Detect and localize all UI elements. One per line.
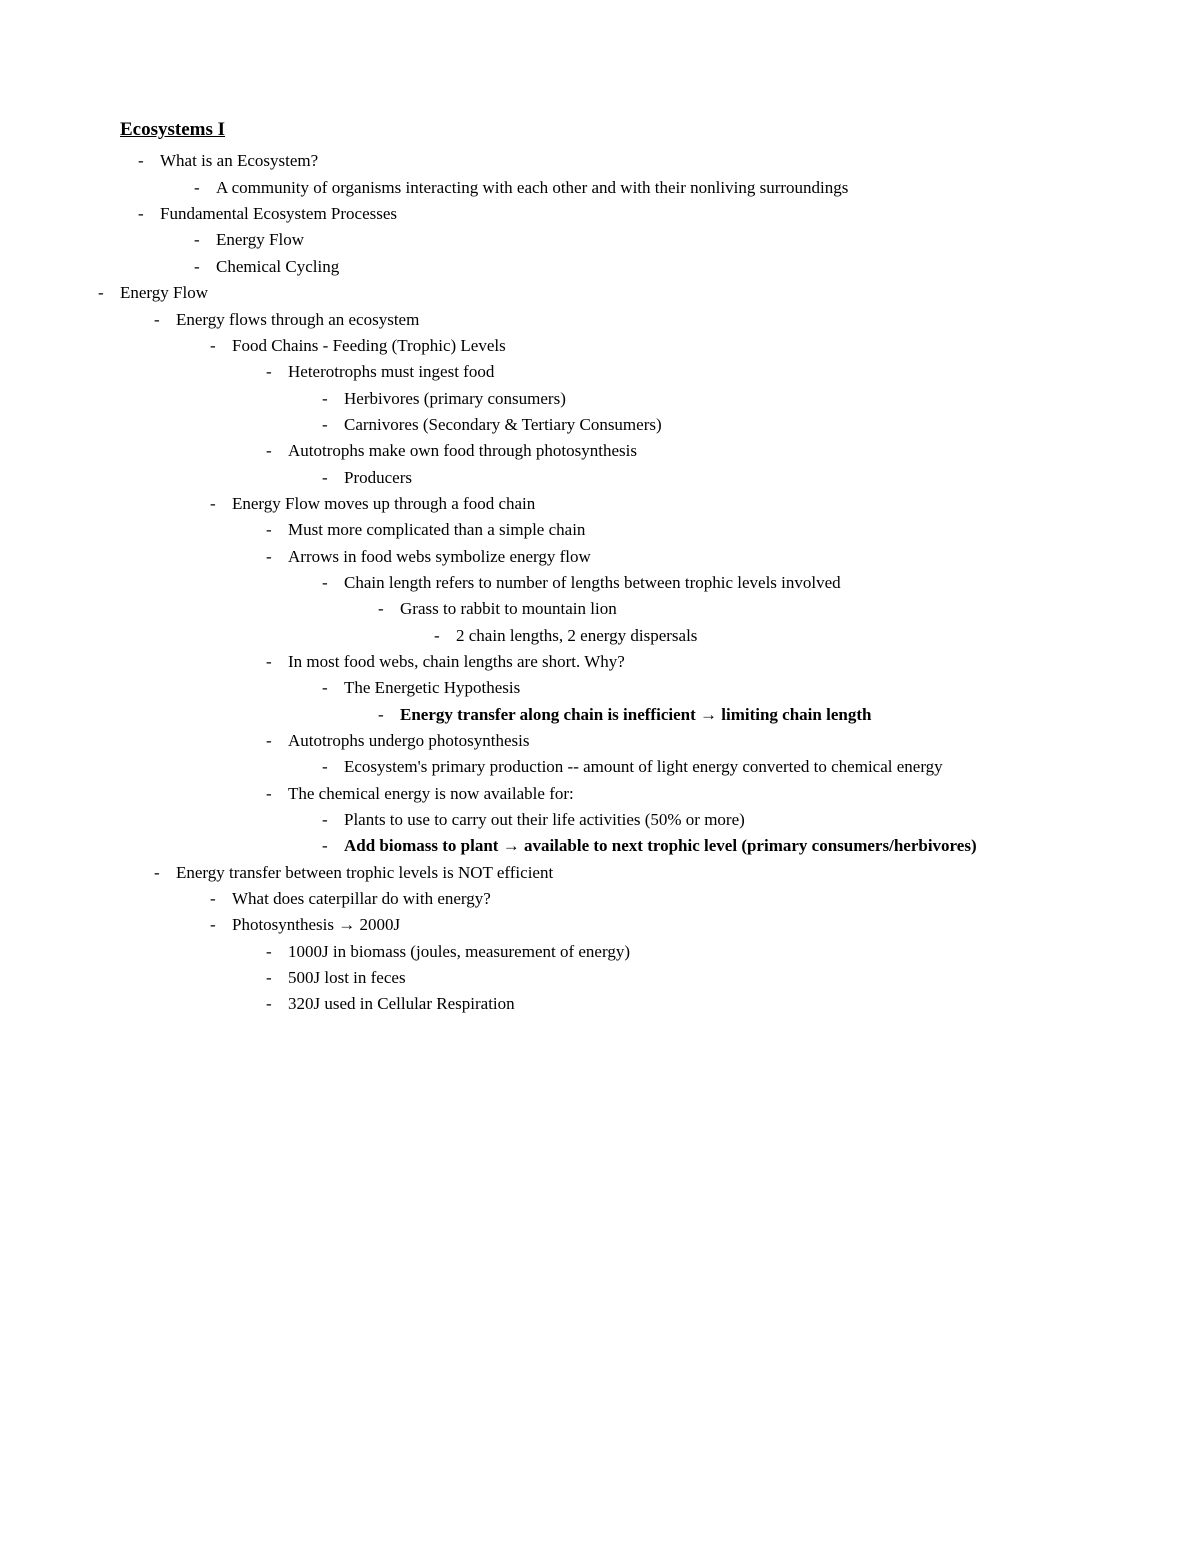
list-item: Energy Flow moves up through a food chai… xyxy=(192,491,1080,860)
text: What does caterpillar do with energy? xyxy=(232,889,491,908)
text: Grass to rabbit to mountain lion xyxy=(400,599,617,618)
list-item: 500J lost in feces xyxy=(248,965,1080,991)
list-item: Fundamental Ecosystem Processes Energy F… xyxy=(120,201,1080,280)
text-bold: Energy transfer along chain is inefficie… xyxy=(400,705,871,724)
document-page: Ecosystems I What is an Ecosystem? A com… xyxy=(0,0,1200,1553)
text: The Energetic Hypothesis xyxy=(344,678,520,697)
text: Energy flows through an ecosystem xyxy=(176,310,419,329)
text: In most food webs, chain lengths are sho… xyxy=(288,652,625,671)
list-item: Add biomass to plant → available to next… xyxy=(304,833,1080,859)
text: 2 chain lengths, 2 energy dispersals xyxy=(456,626,697,645)
text: The chemical energy is now available for… xyxy=(288,784,574,803)
list-item: Photosynthesis → 2000J 1000J in biomass … xyxy=(192,912,1080,1017)
list-item: Energy transfer between trophic levels i… xyxy=(136,860,1080,1018)
list-item: Carnivores (Secondary & Tertiary Consume… xyxy=(304,412,1080,438)
list-item: Energy Flow xyxy=(176,227,1080,253)
list-item: What is an Ecosystem? A community of org… xyxy=(120,148,1080,201)
list-item: Ecosystem's primary production -- amount… xyxy=(304,754,1080,780)
text: Arrows in food webs symbolize energy flo… xyxy=(288,547,591,566)
list-item: Chain length refers to number of lengths… xyxy=(304,570,1080,649)
text: Photosynthesis → 2000J xyxy=(232,915,400,934)
text: 500J lost in feces xyxy=(288,968,406,987)
list-item: Autotrophs undergo photosynthesis Ecosys… xyxy=(248,728,1080,781)
page-title: Ecosystems I xyxy=(120,115,1080,144)
text: Autotrophs make own food through photosy… xyxy=(288,441,637,460)
text: A community of organisms interacting wit… xyxy=(216,178,848,197)
text: Chemical Cycling xyxy=(216,257,339,276)
list-item: Arrows in food webs symbolize energy flo… xyxy=(248,544,1080,649)
list-item: Grass to rabbit to mountain lion 2 chain… xyxy=(360,596,1080,649)
text: Chain length refers to number of lengths… xyxy=(344,573,841,592)
list-item: In most food webs, chain lengths are sho… xyxy=(248,649,1080,728)
list-item: Energy flows through an ecosystem Food C… xyxy=(136,307,1080,860)
list-item: Chemical Cycling xyxy=(176,254,1080,280)
list-item: Plants to use to carry out their life ac… xyxy=(304,807,1080,833)
text-bold: Add biomass to plant → available to next… xyxy=(344,836,977,855)
text: Energy Flow xyxy=(216,230,304,249)
text: Producers xyxy=(344,468,412,487)
text: Energy Flow moves up through a food chai… xyxy=(232,494,535,513)
list-item: Herbivores (primary consumers) xyxy=(304,386,1080,412)
text: Herbivores (primary consumers) xyxy=(344,389,566,408)
list-item: Autotrophs make own food through photosy… xyxy=(248,438,1080,491)
list-item: Energy transfer along chain is inefficie… xyxy=(360,702,1080,728)
list-item: A community of organisms interacting wit… xyxy=(176,175,1080,201)
text: 320J used in Cellular Respiration xyxy=(288,994,515,1013)
list-item: Heterotrophs must ingest food Herbivores… xyxy=(248,359,1080,438)
list-item: 320J used in Cellular Respiration xyxy=(248,991,1080,1017)
list-item: The Energetic Hypothesis Energy transfer… xyxy=(304,675,1080,728)
list-item: 1000J in biomass (joules, measurement of… xyxy=(248,939,1080,965)
text: Heterotrophs must ingest food xyxy=(288,362,494,381)
text: What is an Ecosystem? xyxy=(160,151,318,170)
text: Must more complicated than a simple chai… xyxy=(288,520,585,539)
list-item: Producers xyxy=(304,465,1080,491)
text: Autotrophs undergo photosynthesis xyxy=(288,731,529,750)
text: Food Chains - Feeding (Trophic) Levels xyxy=(232,336,506,355)
outline-root: What is an Ecosystem? A community of org… xyxy=(120,148,1080,280)
text: Ecosystem's primary production -- amount… xyxy=(344,757,943,776)
text: Energy Flow xyxy=(120,283,208,302)
list-item: Energy Flow Energy flows through an ecos… xyxy=(80,280,1080,1018)
list-item: The chemical energy is now available for… xyxy=(248,781,1080,860)
text: 1000J in biomass (joules, measurement of… xyxy=(288,942,630,961)
list-item: Food Chains - Feeding (Trophic) Levels H… xyxy=(192,333,1080,491)
outline-section: Energy Flow Energy flows through an ecos… xyxy=(80,280,1080,1018)
list-item: What does caterpillar do with energy? xyxy=(192,886,1080,912)
text: Plants to use to carry out their life ac… xyxy=(344,810,745,829)
text: Fundamental Ecosystem Processes xyxy=(160,204,397,223)
list-item: Must more complicated than a simple chai… xyxy=(248,517,1080,543)
text: Carnivores (Secondary & Tertiary Consume… xyxy=(344,415,662,434)
list-item: 2 chain lengths, 2 energy dispersals xyxy=(416,623,1080,649)
text: Energy transfer between trophic levels i… xyxy=(176,863,553,882)
